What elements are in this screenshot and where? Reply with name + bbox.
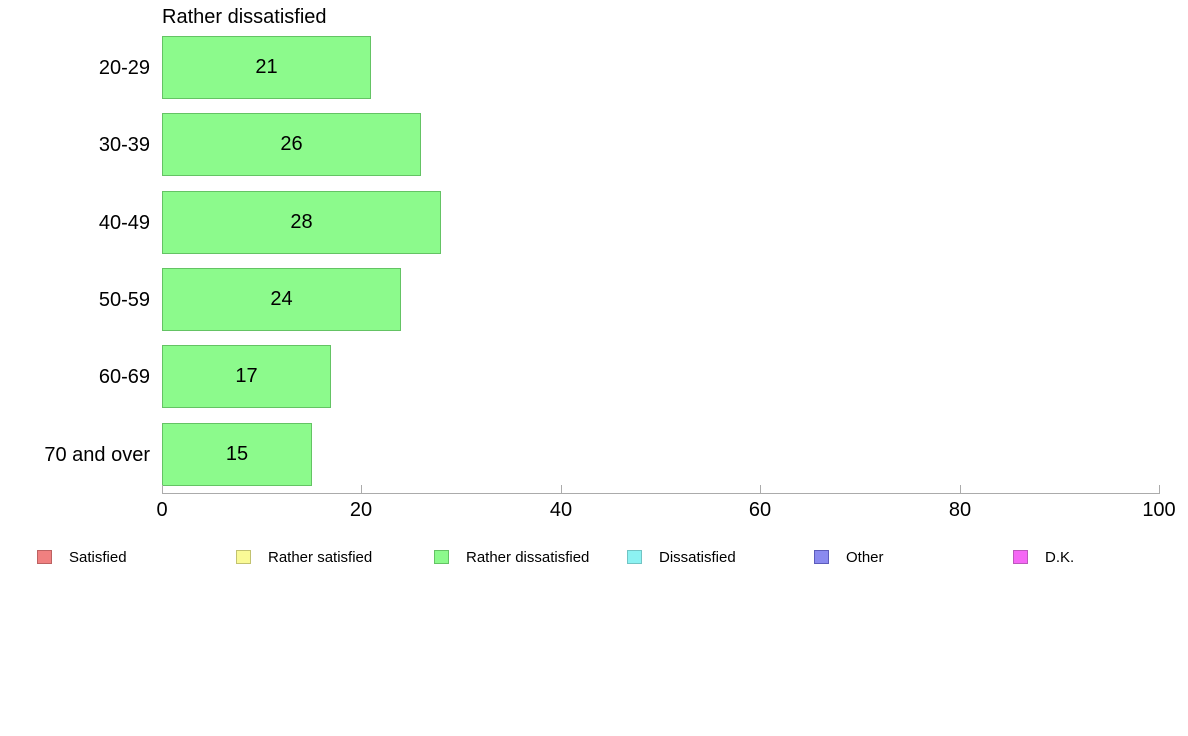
- bar-value-label: 21: [255, 56, 278, 78]
- chart-title: Rather dissatisfied: [162, 6, 327, 28]
- legend-label: Dissatisfied: [659, 548, 736, 566]
- category-label: 60-69: [98, 365, 150, 388]
- category-label: 50-59: [98, 288, 150, 311]
- bar: 21: [162, 36, 371, 99]
- legend-label: Satisfied: [69, 548, 127, 566]
- category-label: 30-39: [98, 133, 150, 156]
- x-axis-tick: [760, 485, 761, 493]
- legend-label: D.K.: [1045, 548, 1075, 566]
- legend-swatch: [37, 550, 52, 564]
- legend-swatch: [627, 550, 642, 564]
- legend-swatch: [1013, 550, 1028, 564]
- legend-item: Satisfied: [37, 548, 127, 566]
- bar-value-label: 28: [290, 211, 313, 233]
- bar-value-label: 24: [270, 288, 293, 310]
- x-axis-tick: [1159, 485, 1160, 493]
- bar: 15: [162, 423, 312, 486]
- x-axis-tick: [361, 485, 362, 493]
- x-axis-line: [162, 493, 1160, 494]
- bar: 24: [162, 268, 401, 331]
- legend-item: Rather dissatisfied: [434, 548, 590, 566]
- bar-value-label: 15: [225, 443, 249, 465]
- category-label: 70 and over: [44, 443, 150, 466]
- legend-label: Rather dissatisfied: [466, 548, 590, 566]
- legend-item: Rather satisfied: [236, 548, 373, 566]
- category-label: 20-29: [98, 56, 150, 79]
- legend-swatch: [814, 550, 829, 564]
- x-axis-tick: [960, 485, 961, 493]
- x-axis-tick-label: 20: [349, 499, 373, 521]
- x-axis-tick: [561, 485, 562, 493]
- category-label: 40-49: [98, 211, 150, 234]
- bar: 17: [162, 345, 331, 408]
- legend-label: Other: [846, 548, 884, 566]
- x-axis-tick-label: 100: [1142, 499, 1176, 521]
- bar-value-label: 17: [235, 365, 258, 387]
- x-axis-tick: [162, 485, 163, 493]
- bar: 28: [162, 191, 441, 254]
- legend-swatch: [236, 550, 251, 564]
- legend-item: Dissatisfied: [627, 548, 736, 566]
- legend-item: D.K.: [1013, 548, 1075, 566]
- legend-label: Rather satisfied: [268, 548, 373, 566]
- x-axis-tick-label: 60: [748, 499, 772, 521]
- legend-item: Other: [814, 548, 884, 566]
- x-axis-tick-label: 0: [156, 499, 168, 521]
- x-axis-tick-label: 40: [549, 499, 573, 521]
- bar: 26: [162, 113, 421, 176]
- legend-swatch: [434, 550, 449, 564]
- bar-value-label: 26: [280, 133, 303, 155]
- x-axis-tick-label: 80: [948, 499, 972, 521]
